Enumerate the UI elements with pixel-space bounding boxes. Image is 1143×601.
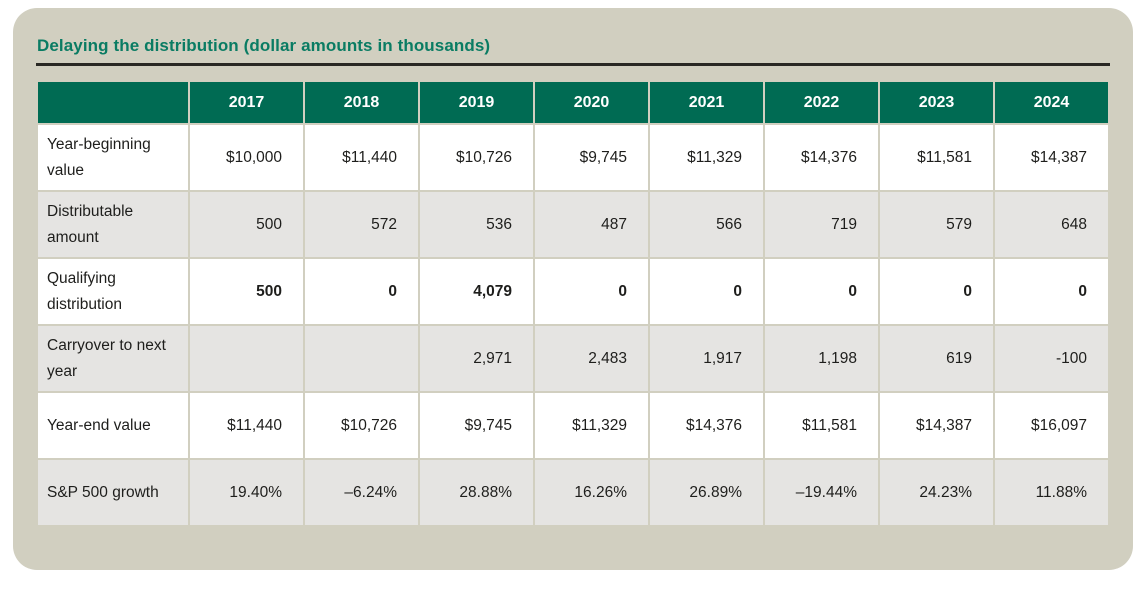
- cell-value: 579: [880, 192, 993, 257]
- cell-value: 4,079: [420, 259, 533, 324]
- distribution-table: 2017 2018 2019 2020 2021 2022 2023 2024 …: [36, 80, 1110, 527]
- cell-value: [305, 326, 418, 391]
- year-header-2021: 2021: [650, 82, 763, 123]
- cell-value: 1,917: [650, 326, 763, 391]
- header-blank-cell: [38, 82, 188, 123]
- cell-value: 19.40%: [190, 460, 303, 525]
- cell-value: $14,387: [880, 393, 993, 458]
- cell-value: –19.44%: [765, 460, 878, 525]
- row-label: Qualifying distribution: [38, 259, 188, 324]
- cell-value: $14,376: [650, 393, 763, 458]
- cell-value: 24.23%: [880, 460, 993, 525]
- year-header-2017: 2017: [190, 82, 303, 123]
- table-card: Delaying the distribution (dollar amount…: [13, 8, 1133, 570]
- cell-value: 536: [420, 192, 533, 257]
- cell-value: 16.26%: [535, 460, 648, 525]
- table-row-carryover-to-next-year: Carryover to next year 2,971 2,483 1,917…: [38, 326, 1108, 391]
- cell-value: $11,329: [535, 393, 648, 458]
- cell-value: 0: [995, 259, 1108, 324]
- table-row-year-end-value: Year-end value $11,440 $10,726 $9,745 $1…: [38, 393, 1108, 458]
- cell-value: $14,376: [765, 125, 878, 190]
- cell-value: 487: [535, 192, 648, 257]
- cell-value: $9,745: [535, 125, 648, 190]
- year-header-2022: 2022: [765, 82, 878, 123]
- cell-value: $11,581: [880, 125, 993, 190]
- cell-value: 572: [305, 192, 418, 257]
- table-title: Delaying the distribution (dollar amount…: [37, 36, 491, 55]
- cell-value: 0: [880, 259, 993, 324]
- cell-value: 2,971: [420, 326, 533, 391]
- cell-value: $10,000: [190, 125, 303, 190]
- cell-value: 0: [535, 259, 648, 324]
- cell-value: 11.88%: [995, 460, 1108, 525]
- cell-value: $11,581: [765, 393, 878, 458]
- cell-value: $11,440: [190, 393, 303, 458]
- header-row: 2017 2018 2019 2020 2021 2022 2023 2024: [38, 82, 1108, 123]
- year-header-2023: 2023: [880, 82, 993, 123]
- table-row-sp500-growth: S&P 500 growth 19.40% –6.24% 28.88% 16.2…: [38, 460, 1108, 525]
- cell-value: 26.89%: [650, 460, 763, 525]
- cell-value: $10,726: [420, 125, 533, 190]
- year-header-2019: 2019: [420, 82, 533, 123]
- cell-value: 2,483: [535, 326, 648, 391]
- row-label: S&P 500 growth: [38, 460, 188, 525]
- cell-value: 719: [765, 192, 878, 257]
- title-rule: [36, 63, 1110, 66]
- cell-value: $11,329: [650, 125, 763, 190]
- row-label: Year-end value: [38, 393, 188, 458]
- cell-value: 500: [190, 192, 303, 257]
- cell-value: 0: [765, 259, 878, 324]
- table-row-year-beginning-value: Year-beginning value $10,000 $11,440 $10…: [38, 125, 1108, 190]
- cell-value: 28.88%: [420, 460, 533, 525]
- table-row-qualifying-distribution: Qualifying distribution 500 0 4,079 0 0 …: [38, 259, 1108, 324]
- cell-value: $14,387: [995, 125, 1108, 190]
- cell-value: -100: [995, 326, 1108, 391]
- row-label: Year-beginning value: [38, 125, 188, 190]
- cell-value: $9,745: [420, 393, 533, 458]
- row-label: Distributable amount: [38, 192, 188, 257]
- cell-value: [190, 326, 303, 391]
- cell-value: 0: [305, 259, 418, 324]
- cell-value: $16,097: [995, 393, 1108, 458]
- cell-value: –6.24%: [305, 460, 418, 525]
- cell-value: 500: [190, 259, 303, 324]
- cell-value: 566: [650, 192, 763, 257]
- cell-value: 648: [995, 192, 1108, 257]
- cell-value: 0: [650, 259, 763, 324]
- year-header-2024: 2024: [995, 82, 1108, 123]
- cell-value: $11,440: [305, 125, 418, 190]
- row-label: Carryover to next year: [38, 326, 188, 391]
- year-header-2018: 2018: [305, 82, 418, 123]
- cell-value: 1,198: [765, 326, 878, 391]
- table-row-distributable-amount: Distributable amount 500 572 536 487 566…: [38, 192, 1108, 257]
- cell-value: $10,726: [305, 393, 418, 458]
- year-header-2020: 2020: [535, 82, 648, 123]
- cell-value: 619: [880, 326, 993, 391]
